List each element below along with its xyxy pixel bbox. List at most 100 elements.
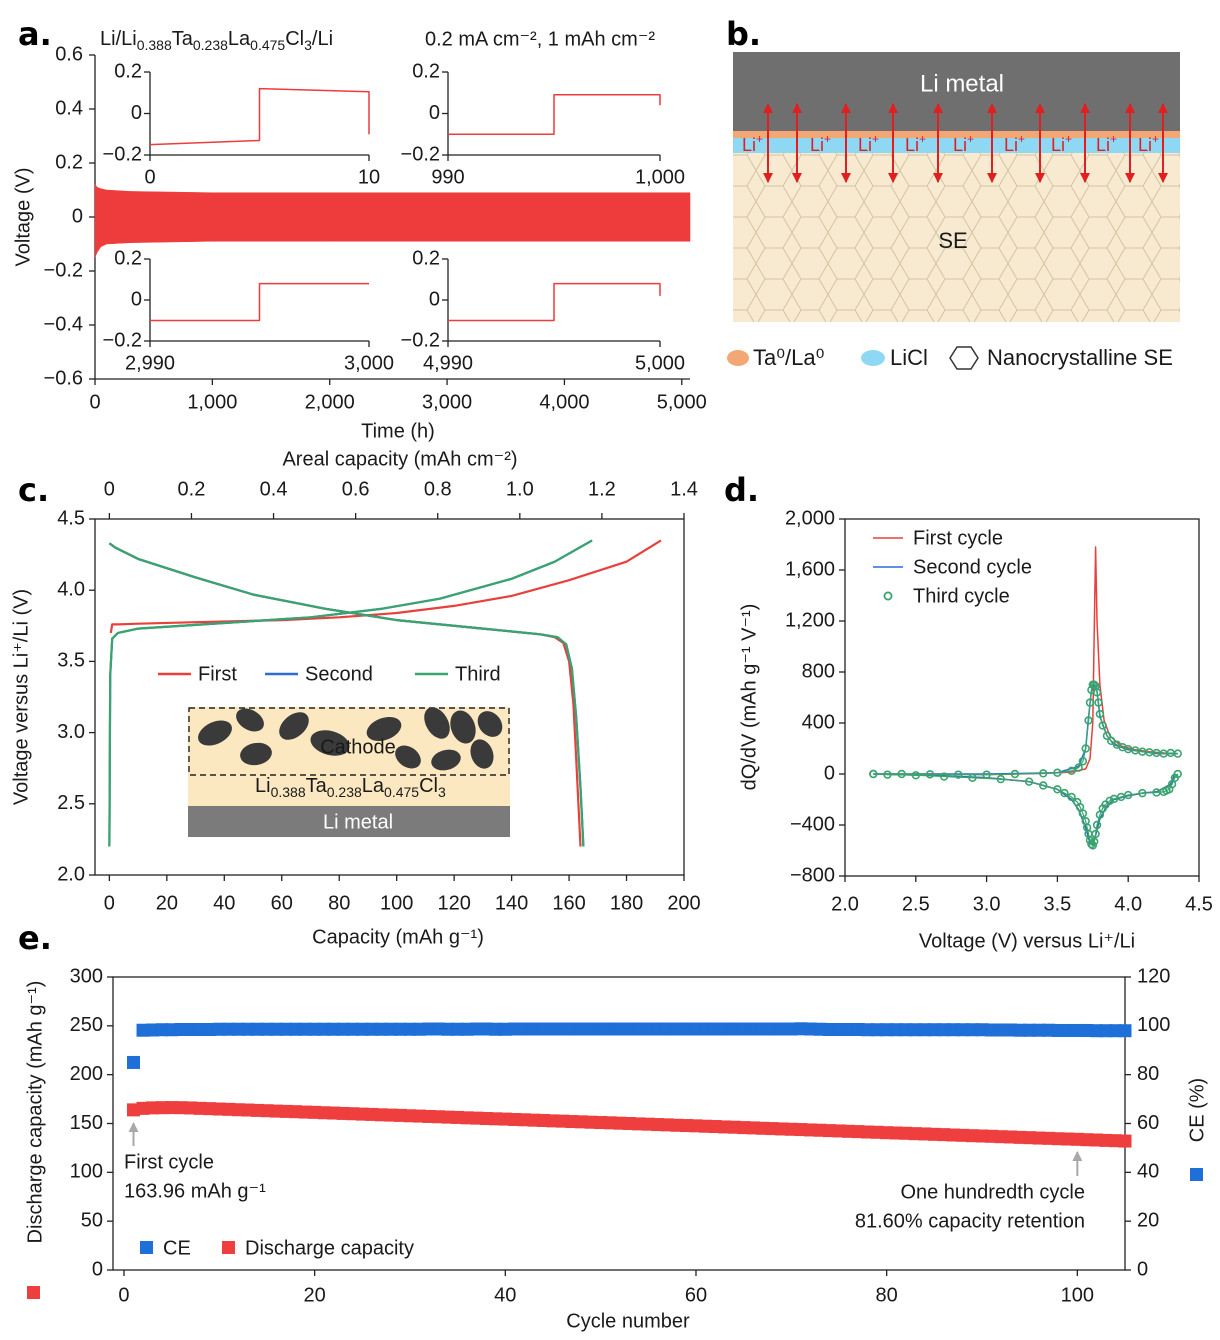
y-tick-label: 20	[1137, 1209, 1159, 1231]
y-tick-label: 0.2	[412, 247, 440, 269]
dqdv-curve	[873, 684, 1179, 846]
x-tick-label: 10	[358, 166, 380, 188]
y-tick-label: 0	[1137, 1258, 1148, 1280]
y-tick-label: −0.2	[401, 143, 440, 165]
li-metal-label: Li metal	[920, 70, 1004, 97]
x-tick-label: 20	[304, 1284, 326, 1306]
cathode-boundary	[188, 707, 510, 776]
y-tick-label: 60	[1137, 1112, 1159, 1134]
particle	[279, 712, 309, 740]
dqdv-point	[968, 773, 977, 783]
y-tick-label: 100	[1137, 1014, 1170, 1036]
ion-symbol: Li	[1051, 135, 1065, 155]
ion-charge: +	[967, 132, 974, 146]
y-tick-label: −0.2	[44, 259, 83, 281]
dqdv-point	[1060, 788, 1069, 798]
inset-voltage-line	[448, 94, 661, 136]
x-tick-label: 40	[494, 1284, 516, 1306]
ion-charge: +	[919, 132, 926, 146]
x-axis-label: Capacity (mAh g⁻¹)	[312, 926, 484, 948]
x-tick-label: 4.0	[1114, 893, 1142, 915]
ion-arrows: Li+ Li+ Li+ Li+ Li+ Li+ Li+ Li+ Li+	[742, 103, 1168, 183]
panel-letter: e.	[18, 919, 52, 957]
voltage-band	[94, 183, 691, 258]
y-tick-label: 4.0	[57, 578, 85, 600]
x-tick-label: 2.0	[831, 893, 859, 915]
ion-symbol: Li	[810, 135, 824, 155]
dqdv-point	[1081, 744, 1090, 753]
x-tick-label: 0	[104, 478, 115, 500]
x-tick-label: 100	[1061, 1284, 1094, 1306]
particle	[366, 716, 402, 742]
y-tick-label: 2.0	[57, 863, 85, 885]
x-tick-label: 3.0	[973, 893, 1001, 915]
x-tick-label: 120	[437, 892, 470, 914]
x-tick-label: 60	[685, 1284, 707, 1306]
li-ion-label: Li+	[1051, 132, 1072, 155]
x-tick-label: 60	[271, 892, 293, 914]
legend-label: CE	[163, 1237, 191, 1259]
li-ion-label: Li+	[1138, 132, 1159, 155]
data-square	[1118, 1024, 1132, 1038]
dqdv-point	[1092, 688, 1102, 697]
dqdv-curve	[873, 684, 1178, 847]
y-tick-label: −400	[790, 813, 835, 835]
legend-label: Discharge capacity	[245, 1237, 414, 1259]
y-tick-label: 250	[70, 1014, 103, 1036]
y-tick-label: 40	[1137, 1161, 1159, 1183]
subscript: 0.475	[384, 784, 419, 800]
y-tick-label: 150	[70, 1112, 103, 1134]
x-tick-label: 5,000	[635, 352, 685, 374]
x-tick-label: 3.5	[1043, 893, 1071, 915]
annotation: First cycle	[124, 1151, 214, 1173]
ion-symbol: Li	[858, 135, 872, 155]
dqdv-point	[1092, 820, 1102, 830]
anode-label: Li metal	[323, 811, 393, 833]
subscript: 0.388	[137, 37, 172, 53]
legend-label: Ta⁰/La⁰	[753, 345, 825, 370]
legend-label: Third cycle	[913, 585, 1010, 607]
y-tick-label: 2,000	[785, 507, 835, 529]
y-tick-label: 0	[131, 288, 142, 310]
text-part: Li/Li	[100, 28, 137, 50]
plot-frame	[844, 518, 1200, 877]
y-tick-label: −0.2	[103, 143, 142, 165]
y-tick-label: 0.2	[55, 151, 83, 173]
x-tick-label: 200	[667, 892, 700, 914]
annotation: 163.96 mAh g⁻¹	[124, 1180, 266, 1202]
text-part: Cl	[419, 775, 438, 797]
se-grains	[733, 152, 1180, 322]
ion-symbol: Li	[953, 135, 967, 155]
y-tick-label: 0.4	[55, 97, 83, 119]
x-tick-label: 2.5	[902, 893, 930, 915]
y-tick-label: 0	[72, 205, 83, 227]
legend-label: Nanocrystalline SE	[987, 345, 1173, 370]
text-part: La	[228, 28, 251, 50]
x2-axis-label: Areal capacity (mAh cm⁻²)	[282, 448, 517, 470]
ion-charge: +	[1018, 132, 1025, 146]
dqdv-point	[1152, 788, 1161, 797]
dqdv-point	[1095, 810, 1105, 819]
dqdv-point	[911, 771, 920, 780]
y-tick-label: 3.5	[57, 650, 85, 672]
x-tick-label: 80	[328, 892, 350, 914]
y-axis-label: Voltage (V)	[12, 168, 34, 267]
li-ion-label: Li+	[742, 132, 763, 155]
legend-label: Second	[305, 663, 373, 685]
x-tick-label: 3,000	[422, 391, 472, 413]
panel-b: Li+ Li+ Li+ Li+ Li+ Li+ Li+ Li+ Li+ Li metal SE …	[726, 15, 1180, 370]
dqdv-point	[982, 770, 991, 779]
y-tick-label: 0.2	[412, 60, 440, 82]
ion-charge: +	[1152, 132, 1159, 146]
y-tick-label: 400	[802, 711, 835, 733]
dqdv-point	[1094, 698, 1103, 707]
ion-symbol: Li	[1138, 135, 1152, 155]
dqdv-point	[1173, 749, 1182, 758]
electrolyte-label: Li0.388Ta0.238La0.475Cl3	[255, 775, 446, 799]
ion-charge: +	[824, 132, 831, 146]
dqdv-point	[869, 769, 878, 779]
y-tick-label: −0.6	[44, 367, 83, 389]
dqdv-point	[1085, 698, 1095, 707]
li-ion-label: Li+	[905, 132, 926, 155]
